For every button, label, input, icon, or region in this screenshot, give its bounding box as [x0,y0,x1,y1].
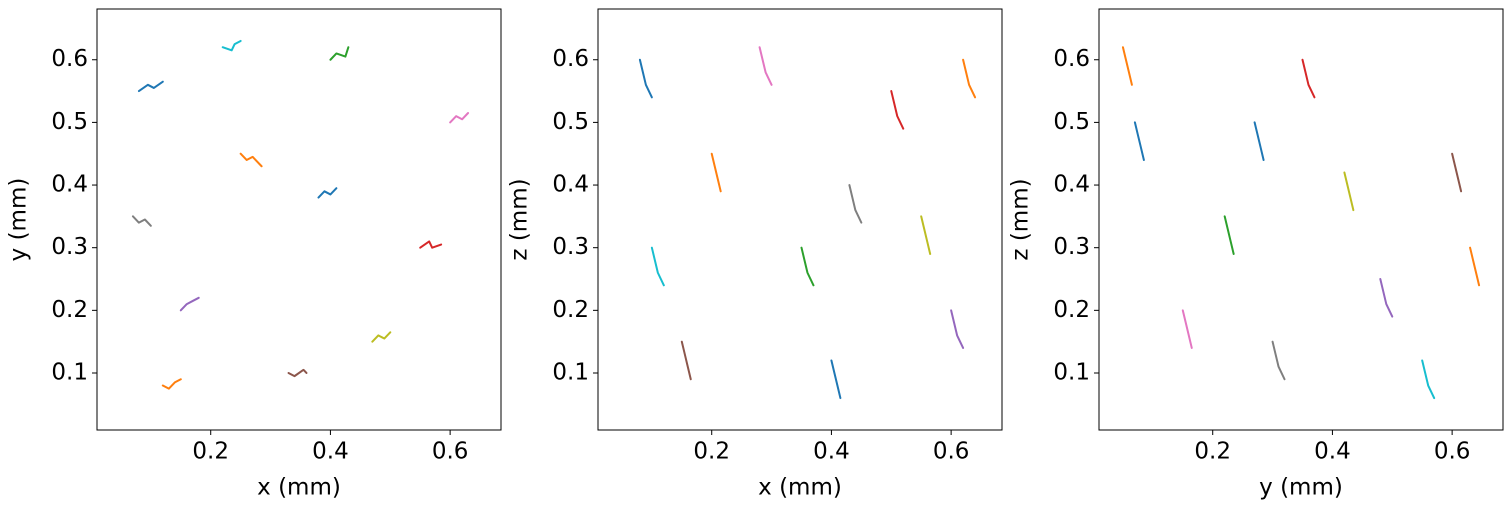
axes-frame [597,8,1003,431]
x-tick-label: 0.4 [1314,439,1351,465]
y-tick-label: 0.5 [51,109,88,135]
y-tick-label: 0.2 [552,297,589,323]
trajectory [638,58,653,99]
trajectory [1253,121,1265,161]
y-tick-label: 0.1 [51,359,88,385]
x-tick-label: 0.4 [813,439,850,465]
trajectory [758,46,773,86]
y-tick-label: 0.6 [552,46,589,72]
trajectory [1379,278,1394,318]
trajectory [1451,152,1463,193]
x-tick-label: 0.6 [1434,439,1471,465]
trajectory [221,39,242,52]
trajectory [830,359,842,400]
y-axis-label: z (mm) [1008,178,1034,260]
trajectory [1301,58,1316,99]
trajectory [1133,121,1145,161]
trajectory [1271,340,1286,381]
y-tick-label: 0.4 [1053,172,1090,198]
x-tick-label: 0.6 [432,439,469,465]
trajectory [1121,46,1133,86]
trajectory [317,187,338,199]
trajectory [1343,171,1355,212]
axes-frame [96,8,502,431]
x-axis-label: y (mm) [1259,475,1343,501]
y-tick-label: 0.1 [552,359,589,385]
trajectory [449,112,470,124]
trajectory [161,378,182,390]
x-tick-label: 0.2 [192,439,229,465]
x-tick-label: 0.4 [312,439,349,465]
trajectory [650,246,665,287]
trajectory [848,184,863,224]
trajectory [1181,309,1193,349]
trajectory [680,340,692,381]
trajectory [137,80,164,93]
trajectory [287,368,308,378]
y-axis-label: z (mm) [507,178,533,260]
trajectory [179,296,200,312]
axes-frame [1098,8,1504,431]
y-tick-label: 0.4 [552,172,589,198]
trajectory [1421,359,1436,400]
trajectory [419,240,443,249]
trajectory [962,58,977,99]
trajectory [920,215,932,255]
trajectory [239,152,263,168]
trajectory [1223,215,1235,255]
y-axis-label: y (mm) [6,178,32,262]
y-tick-label: 0.3 [1053,234,1090,260]
y-tick-label: 0.6 [51,46,88,72]
y-tick-label: 0.6 [1053,46,1090,72]
y-tick-label: 0.1 [1053,359,1090,385]
trajectory [329,46,350,61]
trajectory [950,309,965,349]
y-tick-label: 0.2 [51,297,88,323]
x-tick-label: 0.2 [693,439,730,465]
trajectory [1469,246,1481,287]
y-tick-label: 0.3 [51,234,88,260]
x-axis-label: x (mm) [257,475,341,501]
y-tick-label: 0.4 [51,172,88,198]
x-axis-label: x (mm) [758,475,842,501]
x-tick-label: 0.2 [1194,439,1231,465]
trajectory [890,90,905,130]
trajectory [371,331,392,343]
y-tick-label: 0.3 [552,234,589,260]
trajectory [800,246,815,287]
y-tick-label: 0.2 [1053,297,1090,323]
y-tick-label: 0.5 [1053,109,1090,135]
trajectory [710,152,722,193]
y-tick-label: 0.5 [552,109,589,135]
x-tick-label: 0.6 [933,439,970,465]
trajectory [131,215,152,227]
